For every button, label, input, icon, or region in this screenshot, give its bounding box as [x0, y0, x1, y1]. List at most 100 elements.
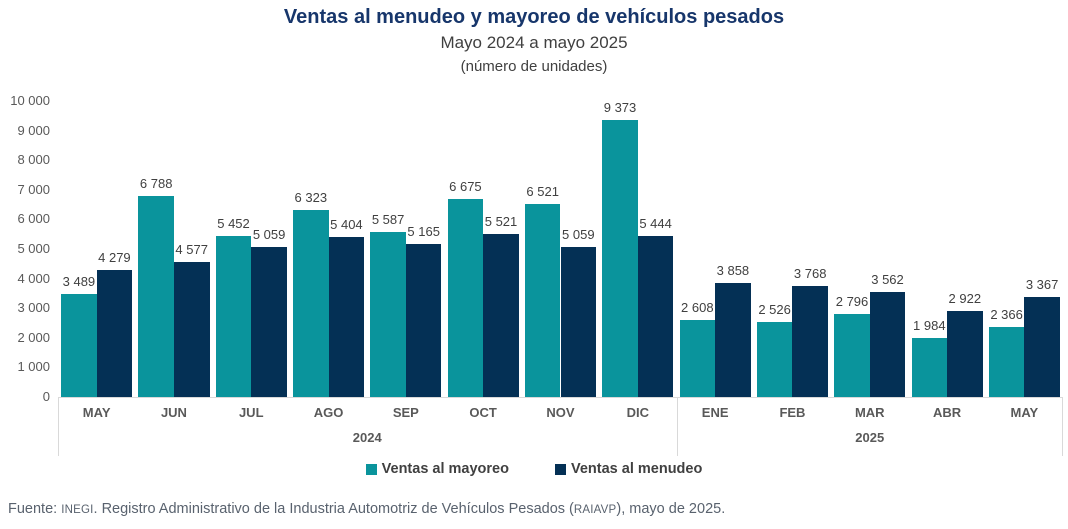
legend-label-mayoreo: Ventas al mayoreo	[381, 461, 509, 477]
y-tick-label-6: 6 000	[17, 211, 50, 227]
x-axis: MAY JUN JUL AGO SEP OCT NOV DIC ENE FEB MAR ABR MAY 2…	[58, 397, 1063, 456]
bar-value-label-menudeo-8: 3 858	[716, 262, 750, 278]
bar-menudeo-MAY-12	[1024, 297, 1060, 397]
bar-value-label-mayoreo-0: 3 489	[62, 273, 96, 289]
bar-value-label-mayoreo-4: 5 587	[371, 211, 405, 227]
axis-divider-0	[58, 398, 59, 456]
axis-divider-1	[676, 398, 678, 456]
bar-menudeo-ABR-11	[947, 310, 983, 397]
bar-value-label-menudeo-4: 5 165	[407, 224, 440, 240]
bar-menudeo-OCT-5	[483, 233, 519, 397]
bar-mayoreo-SEP-4	[370, 231, 406, 397]
chart-title: Ventas al menudeo y mayoreo de vehículos…	[283, 6, 785, 28]
bar-mayoreo-MAY-0	[61, 293, 97, 397]
bar-value-label-mayoreo-1: 6 788	[139, 176, 173, 192]
bar-value-label-menudeo-0: 4 279	[98, 250, 131, 266]
x-label-JUN-1: JUN	[160, 405, 187, 420]
bar-mayoreo-ENE-8	[679, 319, 716, 397]
legend-swatch-mayoreo	[365, 463, 377, 475]
x-label-OCT-5: OCT	[469, 405, 497, 420]
bar-value-label-menudeo-3: 5 404	[330, 217, 363, 232]
bar-value-label-mayoreo-6: 6 521	[526, 184, 559, 199]
bar-mayoreo-ABR-11	[911, 338, 948, 397]
bar-menudeo-ENE-8	[715, 282, 751, 397]
bar-mayoreo-DIC-7	[602, 119, 638, 397]
y-axis: 0 1 000 2 000 3 000 4 000 5 000 6 000 7 000 8 00…	[0, 94, 52, 404]
bar-mayoreo-AGO-3	[293, 209, 329, 397]
source-suffix: ), mayo de 2025.	[616, 501, 726, 517]
bar-value-label-mayoreo-11: 1 984	[913, 318, 946, 334]
source-prefix: Fuente:	[8, 501, 62, 517]
legend-swatch-menudeo	[554, 463, 566, 475]
bar-menudeo-SEP-4	[405, 244, 442, 397]
bar-value-label-menudeo-1: 4 577	[175, 241, 208, 257]
bar-menudeo-NOV-6	[560, 247, 597, 397]
y-tick-label-5: 5 000	[17, 241, 50, 256]
bar-value-label-mayoreo-12: 2 366	[990, 307, 1023, 322]
bar-value-label-menudeo-7: 5 444	[639, 215, 672, 231]
bar-menudeo-JUL-2	[251, 247, 287, 397]
bar-mayoreo-JUN-1	[138, 196, 174, 397]
y-tick-label-3: 3 000	[17, 300, 50, 316]
chart-subtitle: Mayo 2024 a mayo 2025	[440, 33, 628, 52]
bar-value-label-mayoreo-7: 9 373	[603, 99, 637, 115]
legend-label-menudeo: Ventas al menudeo	[570, 461, 703, 477]
bar-value-label-menudeo-6: 5 059	[562, 227, 595, 243]
x-label-AGO-3: AGO	[313, 405, 344, 420]
source-note: Fuente: INEGI. Registro Administrativo d…	[8, 501, 725, 517]
bar-value-label-menudeo-5: 5 521	[484, 213, 518, 229]
source-org: INEGI	[61, 504, 94, 516]
source-middle: . Registro Administrativo de la Industri…	[93, 501, 574, 517]
bar-mayoreo-MAR-10	[834, 314, 870, 397]
chart-units-note: (número de unidades)	[460, 58, 608, 75]
bar-value-label-mayoreo-10: 2 796	[835, 294, 869, 310]
x-label-MAY-12: MAY	[1010, 405, 1039, 420]
y-tick-label-7: 7 000	[17, 181, 50, 197]
plot-area: 3 489 6 788 5 452 6 323 5 587 6 675 6 521 9 373…	[58, 99, 1063, 397]
x-label-ABR-11: ABR	[932, 405, 962, 420]
year-label-2025: 2025	[855, 430, 885, 445]
bar-mayoreo-NOV-6	[524, 204, 561, 397]
bar-menudeo-FEB-9	[792, 285, 828, 397]
bar-value-label-mayoreo-2: 5 452	[217, 215, 250, 231]
year-label-2024: 2024	[352, 430, 382, 445]
bar-value-label-menudeo-12: 3 367	[1025, 277, 1059, 293]
x-label-SEP-4: SEP	[392, 405, 419, 420]
bar-value-label-mayoreo-3: 6 323	[294, 189, 328, 205]
x-label-FEB-9: FEB	[779, 405, 806, 420]
bar-mayoreo-MAY-12	[988, 327, 1025, 397]
x-label-MAY-0: MAY	[82, 405, 111, 420]
bar-mayoreo-OCT-5	[447, 199, 484, 397]
bar-value-label-menudeo-11: 2 922	[948, 290, 982, 306]
bar-value-label-menudeo-9: 3 768	[793, 265, 827, 281]
x-label-JUL-2: JUL	[238, 405, 264, 420]
y-tick-label-2: 2 000	[17, 329, 50, 345]
y-tick-label-1: 1 000	[17, 359, 50, 375]
bar-value-label-menudeo-10: 3 562	[871, 271, 904, 287]
bar-menudeo-JUN-1	[174, 261, 210, 397]
bar-menudeo-MAY-0	[96, 270, 133, 397]
x-label-DIC-7: DIC	[626, 405, 650, 420]
y-tick-label-9: 9 000	[17, 122, 50, 138]
legend: Ventas al mayoreo Ventas al menudeo	[0, 461, 1068, 477]
bar-value-label-mayoreo-8: 2 608	[681, 299, 714, 315]
bar-menudeo-MAR-10	[869, 291, 906, 397]
y-tick-label-0: 0	[42, 389, 50, 404]
source-acronym: RAIAVP	[573, 504, 617, 516]
y-tick-label-10: 10 000	[10, 93, 50, 108]
legend-item-mayoreo: Ventas al mayoreo	[365, 461, 509, 477]
axis-divider-2	[1062, 398, 1063, 456]
bar-value-label-mayoreo-9: 2 526	[758, 302, 791, 318]
y-tick-label-4: 4 000	[17, 270, 50, 286]
y-tick-label-8: 8 000	[17, 152, 50, 168]
bar-value-label-mayoreo-5: 6 675	[449, 179, 482, 195]
legend-item-menudeo: Ventas al menudeo	[554, 461, 703, 477]
bar-value-label-menudeo-2: 5 059	[252, 227, 286, 243]
bar-menudeo-DIC-7	[637, 235, 674, 397]
bar-mayoreo-JUL-2	[215, 235, 252, 397]
x-label-ENE-8: ENE	[701, 405, 729, 420]
bar-menudeo-AGO-3	[328, 237, 365, 397]
x-label-MAR-10: MAR	[854, 405, 885, 420]
x-label-NOV-6: NOV	[546, 405, 575, 420]
